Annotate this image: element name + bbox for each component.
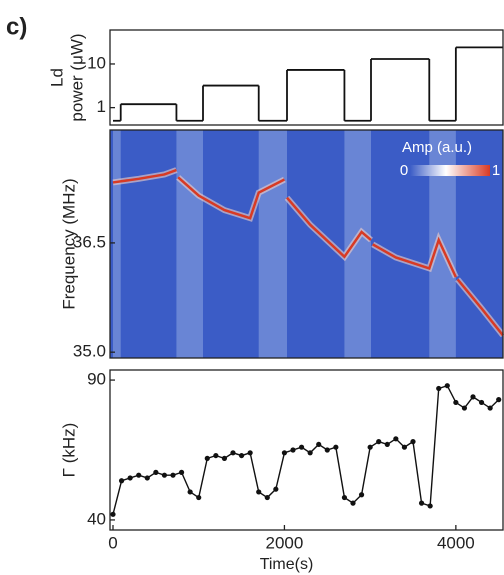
gamma-point: [290, 447, 296, 453]
gamma-point: [453, 399, 459, 406]
y-tick-label: 10: [87, 53, 106, 72]
resonance-line: [177, 176, 285, 220]
gamma-point: [496, 397, 502, 403]
y-tick-label: 35.0: [73, 342, 106, 361]
x-tick-label: 0: [108, 533, 117, 552]
plot-frame: [109, 369, 504, 531]
gamma-point: [213, 452, 219, 459]
gamma-point: [264, 494, 270, 501]
gamma-point: [153, 469, 159, 475]
gamma-point: [281, 450, 288, 456]
low-power-band: [258, 130, 287, 358]
x-tick-label: 2000: [266, 533, 304, 552]
y-axis-label: Frequency (MHz): [59, 178, 78, 309]
y-tick-label: 90: [87, 370, 106, 389]
gamma-point: [427, 503, 433, 509]
colorbar-label: Amp (a.u.): [402, 139, 472, 156]
gamma-point: [324, 447, 330, 453]
gamma-point: [341, 494, 348, 501]
gamma-point: [384, 441, 390, 448]
x-tick-label: 4000: [437, 533, 475, 552]
gamma-point: [136, 472, 142, 478]
gamma-point: [187, 489, 193, 495]
y-axis-label: power (μW): [67, 33, 86, 121]
gamma-point: [410, 439, 416, 445]
y-tick-label: 40: [87, 509, 106, 528]
gamma-point: [444, 383, 450, 389]
gamma-point: [238, 452, 245, 459]
gamma-point: [316, 441, 322, 448]
gamma-point: [170, 472, 176, 478]
gamma-point: [298, 444, 305, 450]
gamma-point: [178, 469, 185, 475]
gamma-point: [110, 511, 116, 517]
gamma-point: [358, 492, 365, 498]
resonance-line: [286, 196, 372, 259]
gamma-point: [221, 455, 228, 461]
plot-frame: [109, 129, 504, 359]
gamma-point: [418, 500, 425, 506]
gamma-line: [112, 384, 500, 515]
gamma-point: [161, 472, 168, 478]
gamma-point: [204, 455, 210, 461]
y-axis-label: Ld: [47, 68, 66, 87]
plot-frame: [109, 29, 504, 126]
gamma-point: [196, 494, 202, 501]
colorbar-tick-label: 0: [400, 162, 408, 179]
gamma-point: [393, 436, 399, 442]
gamma-point: [461, 405, 468, 411]
colorbar-tick-label: 1: [492, 162, 500, 179]
gamma-point: [350, 500, 356, 506]
gamma-point: [436, 385, 442, 392]
gamma-point: [333, 444, 339, 450]
gamma-point: [307, 450, 313, 456]
gamma-point: [273, 486, 279, 492]
x-axis-label: Time(s): [260, 556, 314, 573]
gamma-point: [118, 478, 125, 484]
gamma-point: [376, 439, 382, 445]
gamma-point: [256, 489, 262, 495]
y-tick-label: 36.5: [73, 232, 106, 251]
y-tick-label: 1: [97, 97, 106, 116]
resonance-line: [112, 168, 177, 184]
resonance-line: [456, 278, 504, 337]
gamma-point: [478, 399, 485, 406]
y-axis-label: Γ (kHz): [59, 423, 78, 478]
panel-label: c): [6, 13, 27, 40]
gamma-point: [127, 475, 133, 481]
resonance-line: [372, 236, 457, 278]
gamma-point: [247, 450, 253, 456]
gamma-point: [144, 475, 150, 481]
gamma-point: [367, 444, 373, 450]
gamma-point: [401, 444, 408, 450]
colorbar: [410, 165, 490, 176]
low-power-band: [176, 130, 203, 358]
gamma-point: [487, 405, 493, 411]
gamma-point: [230, 450, 236, 456]
gamma-point: [470, 394, 476, 400]
low-power-band: [344, 130, 371, 358]
low-power-band: [113, 130, 121, 358]
